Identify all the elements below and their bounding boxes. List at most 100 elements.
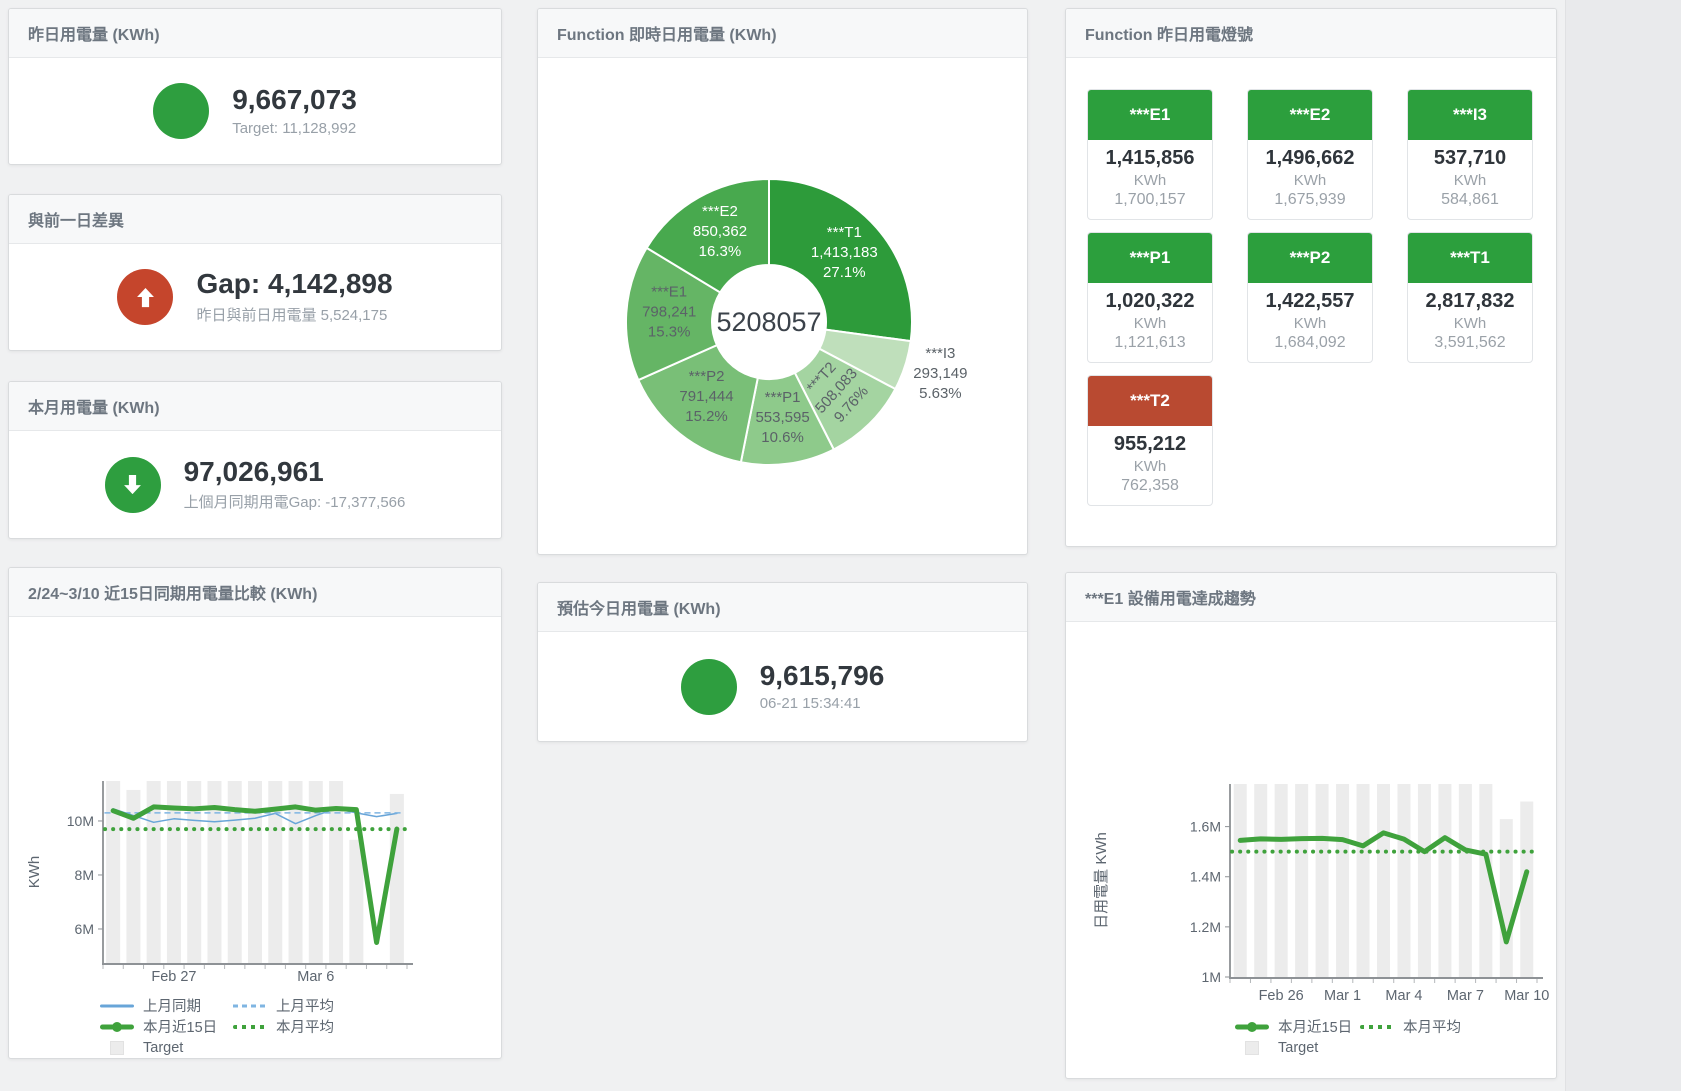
- realtime-donut-chart: ***T1 1,413,183 27.1% ***I3 293,149 5.63% ***T…: [625, 177, 967, 466]
- svg-text:798,241: 798,241: [642, 304, 696, 321]
- stat-subtitle: 昨日與前日用電量 5,524,175: [196, 306, 388, 324]
- legend-label: Target: [1278, 1039, 1319, 1056]
- legend-item-本月近15日[interactable]: 本月近15日: [100, 1016, 233, 1037]
- x-axis-tick: Mar 7: [1447, 988, 1484, 1004]
- legend-label: 本月平均: [1403, 1020, 1461, 1036]
- panel-yesterday-lights: Function 昨日用電燈號 ***E1 1,415,856 KWh 1,700,1…: [1065, 8, 1557, 547]
- stat-value: 97,026,961: [183, 455, 324, 487]
- light-tile-unit: KWh: [1453, 172, 1487, 189]
- status-circle-icon: [153, 83, 210, 139]
- legend-dots-swatch-icon: [233, 1020, 267, 1034]
- series-本月近15日: [110, 804, 400, 945]
- legend-dash-swatch-icon: [233, 999, 267, 1013]
- light-tile-unit: KWh: [1293, 315, 1327, 332]
- x-axis-tick: Feb 26: [1259, 988, 1304, 1004]
- panel-yesterday-usage: 昨日用電量 (KWh) 9,667,073 Target: 11,128,992: [8, 8, 502, 165]
- legend-item-Target[interactable]: Target: [100, 1040, 233, 1056]
- light-tile-target: 584,861: [1441, 191, 1499, 208]
- light-tile-header: ***P2: [1248, 233, 1372, 283]
- panel-header: Function 即時日用電量 (KWh): [538, 9, 1027, 58]
- e1-trend-legend: 本月近15日 本月平均 Target: [1235, 1016, 1556, 1058]
- light-tile-header: ***E1: [1088, 90, 1212, 140]
- pie-slice-E2: [645, 177, 770, 294]
- pie-slice-P2: [636, 343, 759, 464]
- light-tile-P2: ***P2 1,422,557 KWh 1,684,092: [1247, 232, 1373, 363]
- panel-title: Function 昨日用電燈號: [1085, 27, 1253, 44]
- light-tile-value: 1,422,557: [1265, 290, 1355, 312]
- panel-title: 昨日用電量 (KWh): [28, 27, 160, 44]
- light-tile-target: 1,684,092: [1274, 334, 1346, 351]
- light-tiles-grid: ***E1 1,415,856 KWh 1,700,157 ***E2 1,496,662…: [1066, 58, 1556, 506]
- y-axis-tick: 10M: [67, 813, 94, 829]
- panel-header: ***E1 設備用電達成趨勢: [1066, 573, 1556, 622]
- legend-item-上月平均[interactable]: 上月平均: [233, 995, 366, 1016]
- y-axis-tick: 1.6M: [1190, 819, 1221, 835]
- y-axis-tick: 6M: [75, 921, 94, 937]
- stat-value: Gap: 4,142,898: [196, 268, 393, 300]
- legend-label: 上月同期: [143, 999, 201, 1015]
- x-axis-tick: Mar 10: [1504, 988, 1549, 1004]
- x-axis-tick: Mar 6: [297, 969, 334, 985]
- svg-text:293,149: 293,149: [913, 365, 967, 382]
- panel-month-usage: 本月用電量 (KWh) 97,026,961 上個月同期用電Gap: -17,3…: [8, 381, 502, 539]
- light-tile-target: 3,591,562: [1434, 334, 1506, 351]
- light-tile-target: 1,675,939: [1274, 191, 1346, 208]
- svg-text:***P2: ***P2: [689, 368, 725, 385]
- legend-label: 本月平均: [276, 1020, 334, 1036]
- legend-label: Target: [143, 1039, 184, 1056]
- stat-value: 9,667,073: [232, 84, 357, 116]
- light-tile-value: 2,817,832: [1425, 290, 1515, 312]
- legend-item-本月近15日[interactable]: 本月近15日: [1235, 1016, 1360, 1037]
- svg-text:15.2%: 15.2%: [685, 408, 728, 425]
- panel-realtime-usage: Function 即時日用電量 (KWh) ***T1 1,413,183 27.1…: [537, 8, 1028, 555]
- light-tile-target: 1,700,157: [1114, 191, 1186, 208]
- target-bars: [1233, 784, 1534, 977]
- svg-text:553,595: 553,595: [755, 409, 809, 426]
- light-tile-value: 1,020,322: [1105, 290, 1195, 312]
- panel-title: 預估今日用電量 (KWh): [557, 601, 721, 618]
- y-axis-tick: 1.4M: [1190, 869, 1221, 885]
- x-axis-tick: Mar 4: [1385, 988, 1422, 1004]
- pie-slice-label: ***P1 553,595 10.6%: [755, 389, 809, 446]
- panel-e1-trend: ***E1 設備用電達成趨勢 1M 1.2M 1.4M 1.6M Feb 26 Mar 1…: [1065, 572, 1557, 1079]
- y-axis-label: 日用電量 KWh: [1093, 832, 1110, 929]
- legend-item-上月同期[interactable]: 上月同期: [100, 995, 233, 1016]
- panel-header: 本月用電量 (KWh): [9, 382, 501, 431]
- pie-slice-T1: [768, 177, 913, 343]
- svg-text:10.6%: 10.6%: [761, 429, 804, 446]
- pie-slice-E1: [625, 246, 722, 382]
- legend-thickline-swatch-icon: [1235, 1020, 1269, 1034]
- light-tile-unit: KWh: [1293, 172, 1327, 189]
- middle-column: Function 即時日用電量 (KWh) ***T1 1,413,183 27.1…: [537, 8, 1028, 742]
- legend-thickline-swatch-icon: [100, 1020, 134, 1034]
- legend-line-swatch-icon: [100, 999, 134, 1013]
- panel-title: 本月用電量 (KWh): [28, 400, 160, 417]
- legend-item-Target[interactable]: Target: [1235, 1040, 1360, 1056]
- light-tile-unit: KWh: [1453, 315, 1487, 332]
- light-tile-value: 1,415,856: [1105, 147, 1195, 169]
- light-tile-header: ***E2: [1248, 90, 1372, 140]
- arrow-up-icon: [137, 287, 154, 307]
- light-tile-E2: ***E2 1,496,662 KWh 1,675,939: [1247, 89, 1373, 220]
- panel-15day-compare: 2/24~3/10 近15日同期用電量比較 (KWh) 6M 8M 10M Feb 2…: [8, 567, 502, 1059]
- pie-center-total: 5208057: [716, 307, 821, 337]
- svg-text:16.3%: 16.3%: [699, 243, 742, 260]
- legend-item-本月平均[interactable]: 本月平均: [233, 1016, 366, 1037]
- legend-label: 本月近15日: [143, 1020, 218, 1036]
- stat-subtitle: 上個月同期用電Gap: -17,377,566: [183, 494, 406, 512]
- legend-item-本月平均[interactable]: 本月平均: [1360, 1016, 1485, 1037]
- y-axis-tick: 1.2M: [1190, 919, 1221, 935]
- panel-header: 預估今日用電量 (KWh): [538, 583, 1027, 632]
- svg-text:791,444: 791,444: [679, 388, 733, 405]
- panel-header: 昨日用電量 (KWh): [9, 9, 501, 58]
- legend-label: 上月平均: [276, 999, 334, 1015]
- svg-text:***I3: ***I3: [925, 345, 955, 362]
- svg-text:1,413,183: 1,413,183: [811, 244, 878, 261]
- light-tile-E1: ***E1 1,415,856 KWh 1,700,157: [1087, 89, 1213, 220]
- panel-day-gap: 與前一日差異 Gap: 4,142,898 昨日與前日用電量 5,524,175: [8, 194, 502, 351]
- left-column: 昨日用電量 (KWh) 9,667,073 Target: 11,128,992…: [8, 8, 502, 1059]
- legend-square-swatch-icon: [100, 1040, 134, 1055]
- legend-square-swatch-icon: [1235, 1040, 1269, 1055]
- panel-header: 2/24~3/10 近15日同期用電量比較 (KWh): [9, 568, 501, 617]
